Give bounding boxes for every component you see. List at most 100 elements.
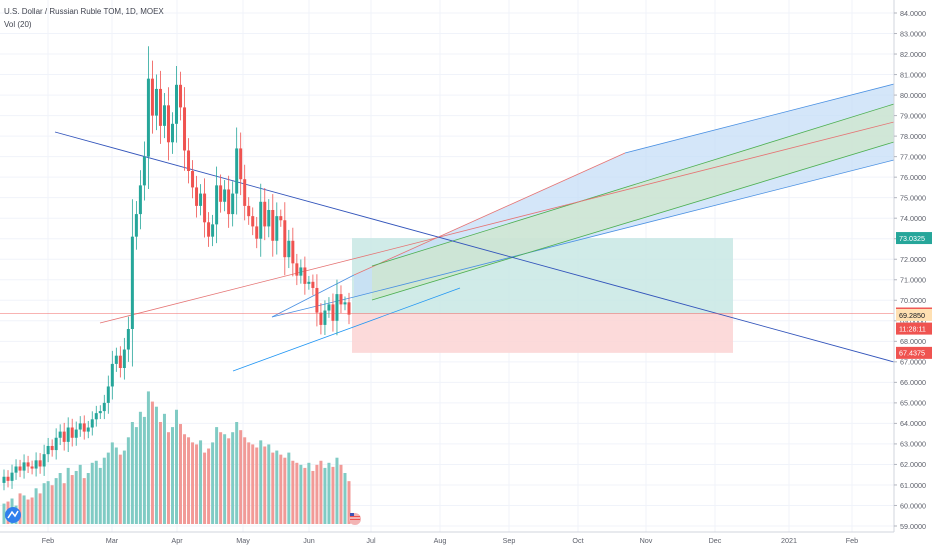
candle[interactable]: [66, 417, 70, 453]
candle[interactable]: [46, 437, 50, 463]
candle[interactable]: [347, 292, 351, 325]
candle[interactable]: [98, 405, 102, 419]
candle[interactable]: [251, 207, 255, 236]
candle[interactable]: [331, 293, 335, 332]
candle[interactable]: [191, 160, 195, 199]
lower-inner-line[interactable]: [371, 141, 895, 301]
candle[interactable]: [279, 209, 283, 227]
candle[interactable]: [10, 464, 14, 489]
candle[interactable]: [122, 337, 126, 380]
candle[interactable]: [343, 296, 347, 311]
candle[interactable]: [30, 460, 34, 475]
candle[interactable]: [50, 439, 54, 457]
candle[interactable]: [259, 183, 263, 257]
candle[interactable]: [26, 455, 30, 474]
candle[interactable]: [307, 275, 311, 290]
candle[interactable]: [267, 199, 271, 238]
candle[interactable]: [42, 444, 46, 476]
candle[interactable]: [70, 418, 74, 447]
tradingview-logo-icon[interactable]: [5, 507, 21, 523]
candle[interactable]: [106, 375, 110, 414]
candle[interactable]: [215, 166, 219, 244]
candle[interactable]: [247, 197, 251, 225]
candle[interactable]: [287, 229, 291, 269]
candle[interactable]: [335, 279, 339, 336]
candle[interactable]: [170, 112, 174, 154]
candle[interactable]: [86, 420, 90, 439]
loss-zone[interactable]: [352, 313, 733, 353]
candle[interactable]: [263, 188, 267, 241]
upper-channel-line[interactable]: [624, 83, 895, 154]
candle[interactable]: [2, 469, 6, 491]
lower-channel-line[interactable]: [353, 159, 895, 298]
candle[interactable]: [90, 411, 94, 436]
candle[interactable]: [142, 141, 146, 201]
candle[interactable]: [315, 274, 319, 327]
candle[interactable]: [154, 74, 158, 131]
candle[interactable]: [126, 316, 130, 362]
descending-trendline[interactable]: [54, 131, 895, 363]
candle[interactable]: [14, 459, 18, 480]
ascending-trendline[interactable]: [232, 287, 461, 372]
candle[interactable]: [243, 164, 247, 221]
candle[interactable]: [319, 303, 323, 335]
candle[interactable]: [339, 285, 343, 314]
candle[interactable]: [303, 256, 307, 295]
candle[interactable]: [275, 202, 279, 255]
candle[interactable]: [227, 175, 231, 228]
median-line[interactable]: [99, 121, 895, 324]
candle[interactable]: [199, 184, 203, 216]
candle[interactable]: [18, 459, 22, 478]
symbol-title[interactable]: U.S. Dollar / Russian Ruble TOM, 1D, MOE…: [4, 7, 164, 16]
candle[interactable]: [102, 394, 106, 420]
candle[interactable]: [158, 70, 162, 144]
volume-indicator-label[interactable]: Vol (20): [4, 20, 32, 29]
candle[interactable]: [58, 424, 62, 446]
upper-inner-line[interactable]: [371, 103, 895, 267]
candle[interactable]: [207, 212, 211, 247]
candle[interactable]: [114, 347, 118, 372]
candle[interactable]: [22, 454, 26, 479]
candle[interactable]: [187, 138, 191, 184]
price-axis[interactable]: 84.0000 83.0000 82.0000 81.0000 80.0000 79.00…: [893, 0, 932, 532]
candle[interactable]: [6, 470, 10, 488]
candle[interactable]: [54, 428, 58, 460]
pitchfork-base-line[interactable]: [271, 274, 355, 318]
candle[interactable]: [219, 174, 223, 213]
candle[interactable]: [146, 46, 150, 190]
candle[interactable]: [82, 415, 86, 440]
candle[interactable]: [175, 66, 178, 143]
handle-line[interactable]: [353, 152, 626, 276]
candle[interactable]: [62, 422, 66, 451]
candle[interactable]: [195, 175, 199, 218]
candle[interactable]: [255, 216, 259, 249]
candle[interactable]: [134, 201, 138, 250]
candle[interactable]: [130, 199, 134, 367]
candle[interactable]: [166, 87, 170, 161]
candle[interactable]: [138, 170, 142, 230]
candle[interactable]: [239, 132, 243, 196]
candle[interactable]: [34, 452, 38, 477]
candle[interactable]: [74, 421, 78, 446]
candle[interactable]: [235, 127, 239, 215]
candle[interactable]: [231, 181, 235, 227]
candle[interactable]: [179, 71, 183, 121]
candle[interactable]: [94, 405, 98, 427]
candle[interactable]: [110, 350, 114, 400]
candle[interactable]: [150, 60, 154, 134]
candle[interactable]: [323, 300, 327, 336]
candle[interactable]: [295, 253, 299, 286]
candle[interactable]: [223, 180, 227, 212]
candle[interactable]: [283, 202, 287, 276]
candle[interactable]: [183, 87, 187, 171]
time-axis[interactable]: Feb Mar Apr May Jun Jul Aug Sep Oct Nov Dec 2021 Feb: [0, 531, 894, 545]
candle[interactable]: [211, 214, 215, 247]
candle[interactable]: [311, 274, 315, 296]
candle[interactable]: [291, 227, 295, 277]
candle[interactable]: [162, 93, 166, 139]
pitchfork-channel[interactable]: [99, 83, 895, 324]
candle[interactable]: [271, 194, 275, 257]
candle[interactable]: [78, 416, 82, 437]
